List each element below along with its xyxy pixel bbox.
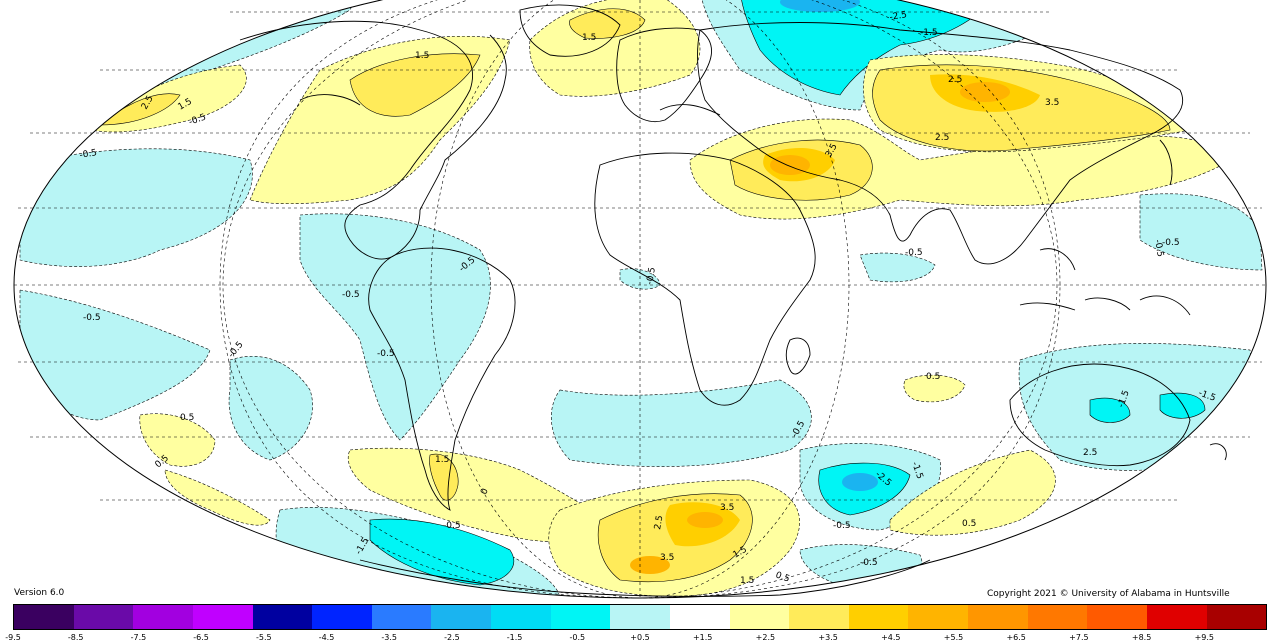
colorbar-tick-label: +1.5: [692, 633, 713, 642]
colorbar-cell: [1027, 605, 1088, 629]
contour-label: 1.5: [582, 33, 596, 43]
contour-label: -0.5: [342, 290, 360, 300]
colorbar-cell: [1146, 605, 1207, 629]
contour-label: -0.5: [377, 349, 395, 359]
contour-label: 3.5: [660, 553, 674, 563]
contour-label: -0.5: [905, 248, 923, 258]
colorbar-tick-label: -0.5: [569, 633, 586, 642]
colorbar-cell: [908, 605, 968, 629]
colorbar-cell: [729, 605, 790, 629]
version-label: Version 6.0: [14, 588, 65, 598]
colorbar-tick-label: +0.5: [630, 633, 650, 642]
contour-label: 2.5: [653, 515, 665, 531]
colorbar-tick-label: -1.5: [506, 633, 523, 642]
colorbar-ticks: -9.5 -8.5 -7.5 -6.5 -5.5 -4.5 -3.5 -2.5 -1.5 -0.5…: [5, 630, 1267, 642]
colorbar-tick-label: +8.5: [1131, 633, 1152, 642]
colorbar-cell: [610, 605, 670, 629]
colorbar-tick-label: -2.5: [444, 633, 460, 642]
colorbar-tick-label: +6.5: [1006, 633, 1026, 642]
contour-label: -0.5: [83, 313, 101, 323]
colorbar-tick-label: -5.5: [255, 633, 272, 642]
contour-label: -0.5: [79, 148, 98, 161]
contour-label: 3.5: [1045, 98, 1059, 108]
colorbar-tick-label: +5.5: [943, 633, 964, 642]
contour-label: 0.5: [180, 413, 194, 423]
contour-label: -0.5: [833, 521, 851, 531]
contour-label: 2.5: [935, 133, 949, 143]
contour-label: 1.5: [740, 576, 754, 586]
deep-cool-regions: [780, 0, 878, 491]
colorbar-cell: [431, 605, 491, 629]
contour-label: 0.5: [962, 519, 976, 529]
copyright-label: Copyright 2021 © University of Alabama i…: [987, 589, 1230, 599]
colorbar-cell: [550, 605, 611, 629]
contour-label: -0.5: [645, 266, 658, 285]
contour-label: 1.5: [415, 51, 429, 61]
colorbar-cell: [14, 605, 74, 629]
contour-label: -2.5: [889, 10, 908, 23]
contour-label: 2.5: [948, 75, 962, 85]
contour-label: 3.5: [720, 503, 734, 513]
colorbar-cell: [312, 605, 372, 629]
colorbar-cell: [252, 605, 313, 629]
colorbar-tick-label: -3.5: [381, 633, 397, 642]
colorbar-cell: [848, 605, 909, 629]
colorbar-cell: [669, 605, 730, 629]
colorbar-tick-label: -6.5: [193, 633, 209, 642]
colorbar-tick-label: -8.5: [67, 633, 84, 642]
colorbar-tick-label: +2.5: [755, 633, 776, 642]
contour-label: -0.5: [1162, 238, 1180, 248]
contour-label: -0.5: [1152, 239, 1165, 258]
colorbar-cell: [192, 605, 253, 629]
colorbar-tick-label: -9.5: [5, 633, 21, 642]
contour-label: 1.5: [435, 455, 449, 465]
colorbar-cell: [491, 605, 551, 629]
colorbar-cell: [968, 605, 1028, 629]
colorbar-tick-label: -4.5: [318, 633, 335, 642]
colorbar-tick-label: +9.5: [1194, 633, 1215, 642]
strong-cool-regions: [369, 0, 1206, 586]
colorbar-cell: [789, 605, 849, 629]
contour-label: -0.5: [860, 558, 878, 568]
colorbar: [13, 604, 1267, 630]
coastlines: [239, 4, 1227, 597]
colorbar-cell: [371, 605, 432, 629]
contour-label: -0.5: [443, 521, 461, 531]
contour-label: 0.5: [774, 570, 791, 584]
globe-outline: [13, 0, 1267, 599]
colorbar-tick-label: -7.5: [130, 633, 147, 642]
graticule: [14, 0, 1266, 599]
contour-label: -1.5: [920, 28, 938, 38]
colorbar-tick-label: +3.5: [818, 633, 838, 642]
colorbar-cell: [133, 605, 193, 629]
colorbar-tick-label: +4.5: [881, 633, 901, 642]
contour-label: 2.5: [1083, 448, 1097, 458]
contour-label: 0: [479, 487, 490, 496]
colorbar-cell: [1206, 605, 1267, 629]
colorbar-tick-label: +7.5: [1069, 633, 1089, 642]
contour-label: 0.5: [926, 372, 940, 382]
temperature-anomaly-map: -2.5 -1.5 1.5 1.5 2.5 1.5 -0.5 -0.5 2.5 …: [13, 0, 1267, 599]
colorbar-cell: [1087, 605, 1147, 629]
colorbar-cell: [73, 605, 134, 629]
